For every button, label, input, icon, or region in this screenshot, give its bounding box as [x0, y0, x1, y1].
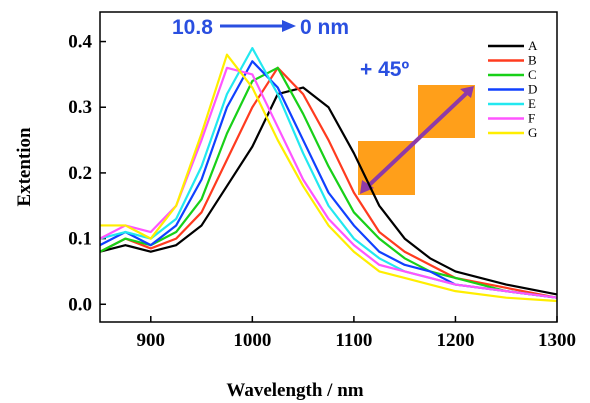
x-tick-label: 900 — [137, 330, 166, 351]
data-line — [100, 53, 558, 303]
y-tick-label: 0.4 — [68, 32, 92, 53]
data-line — [99, 86, 558, 296]
annotation: + 45º — [360, 58, 409, 81]
plot-frame — [99, 11, 558, 323]
annotation: 10.8 — [172, 16, 213, 39]
data-line — [99, 66, 558, 299]
legend-label: G — [528, 125, 537, 140]
x-axis-label: Wavelength / nm — [226, 380, 363, 401]
legend-label: F — [528, 111, 535, 126]
y-tick-label: 0.0 — [68, 294, 92, 315]
data-line — [99, 60, 558, 299]
legend-label: A — [528, 38, 538, 53]
data-line — [99, 47, 558, 299]
legend-label: B — [528, 53, 537, 68]
x-tick-label: 1300 — [538, 330, 576, 351]
x-tick-label: 1100 — [335, 330, 372, 351]
arrow-head — [460, 86, 474, 98]
annotation: 0 nm — [300, 16, 349, 39]
y-tick-label: 0.3 — [68, 97, 92, 118]
x-tick-label: 1200 — [436, 330, 474, 351]
diagonal-arrow — [362, 88, 472, 192]
data-line — [99, 66, 558, 299]
x-tick-label: 1000 — [233, 330, 271, 351]
arrow-head — [282, 20, 296, 32]
legend-label: C — [528, 67, 537, 82]
legend-label: D — [528, 82, 537, 97]
data-line — [99, 66, 558, 299]
y-tick-label: 0.2 — [68, 163, 92, 184]
y-tick-label: 0.1 — [68, 229, 92, 250]
y-axis-label: Extention — [14, 127, 35, 207]
arrow-head — [360, 180, 374, 194]
legend-label: E — [528, 96, 536, 111]
